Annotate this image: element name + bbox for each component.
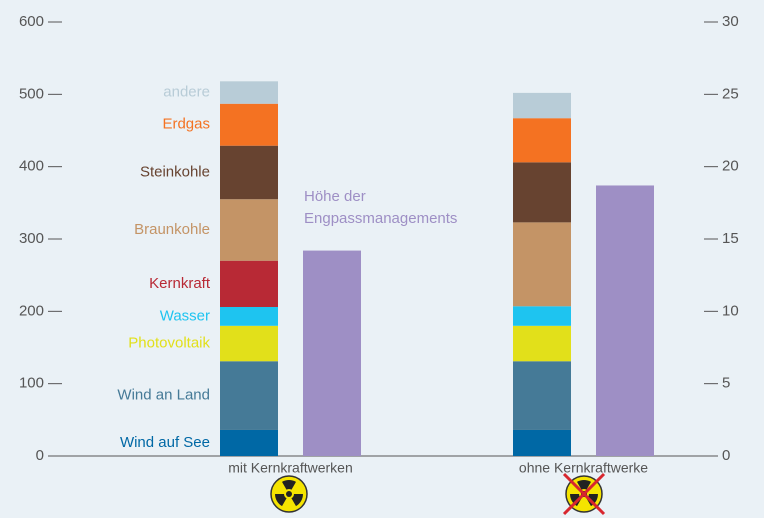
bar-segment — [220, 429, 278, 456]
bar-segment — [513, 306, 571, 326]
y-tick-label: 200 — [19, 302, 44, 319]
segment-label: Kernkraft — [149, 275, 211, 292]
y-tick-label: 300 — [19, 230, 44, 247]
y-tick-label: 600 — [19, 13, 44, 30]
y-tick-label: 100 — [19, 375, 44, 392]
bar-segment — [220, 361, 278, 430]
annotation: Höhe der Engpassmanagements — [304, 188, 458, 227]
y2-tick-label: 0 — [722, 447, 730, 464]
bar-segment — [220, 306, 278, 326]
segment-label: andere — [163, 83, 210, 100]
y2-tick-label: 10 — [722, 302, 739, 319]
y-tick-label: 400 — [19, 158, 44, 175]
bar-segment — [513, 118, 571, 163]
y-tick-label: 500 — [19, 85, 44, 102]
y2-tick-label: 20 — [722, 158, 739, 175]
segment-label: Wind an Land — [117, 387, 210, 404]
y2-tick-label: 25 — [722, 85, 739, 102]
bar-segment — [220, 260, 278, 307]
bar-segment — [513, 325, 571, 362]
bar-segment — [220, 81, 278, 104]
bar — [596, 185, 654, 456]
bar-segment — [513, 222, 571, 307]
bar-segment — [513, 92, 571, 119]
bar-segment — [220, 199, 278, 261]
bar-segment — [513, 162, 571, 223]
icon-without-nuclear — [562, 472, 606, 516]
segment-label: Braunkohle — [134, 221, 210, 238]
y2-tick-label: 30 — [722, 13, 739, 30]
segment-label: Wind auf See — [120, 434, 210, 451]
y2-tick-label: 15 — [722, 230, 739, 247]
icon-with-nuclear — [270, 475, 308, 513]
bar-segment — [220, 325, 278, 362]
y-tick-label: 0 — [36, 447, 44, 464]
x-tick-label: mit Kernkraftwerken — [228, 460, 352, 476]
segment-label: Photovoltaik — [128, 334, 210, 351]
bar-segment — [513, 429, 571, 456]
segment-label: Steinkohle — [140, 163, 210, 180]
x-tick-label: ohne Kernkraftwerke — [519, 460, 648, 476]
bar-segment — [220, 103, 278, 146]
segment-label: Erdgas — [162, 116, 210, 133]
segment-label: Wasser — [160, 307, 210, 324]
bar-segment — [220, 145, 278, 200]
bar-segment — [513, 361, 571, 430]
bar — [303, 250, 361, 456]
y2-tick-label: 5 — [722, 375, 730, 392]
